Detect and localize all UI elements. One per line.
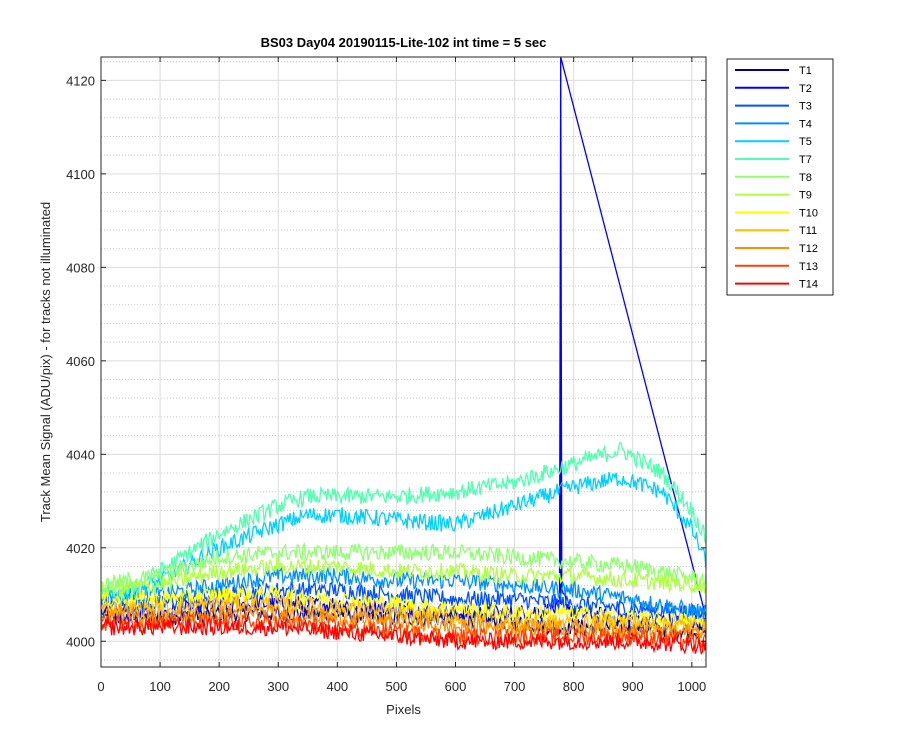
y-tick-label: 4080 <box>66 260 95 275</box>
legend-label-t14: T14 <box>799 279 818 291</box>
legend-label-t12: T12 <box>799 243 818 255</box>
x-tick-label: 300 <box>267 679 289 694</box>
y-axis-ticks: 4000 4020 4040 4060 4080 4100 4120 <box>66 73 706 649</box>
legend-label-t11: T11 <box>799 225 817 237</box>
series-line-t12 <box>101 603 706 641</box>
legend-label-t8: T8 <box>799 172 812 184</box>
legend-label-t5: T5 <box>799 136 812 148</box>
series-line-t7 <box>101 442 706 598</box>
y-tick-label: 4020 <box>66 541 95 556</box>
legend-label-t7: T7 <box>799 154 812 166</box>
legend-label-t2: T2 <box>799 83 812 95</box>
y-axis-label: Track Mean Signal (ADU/pix) - for tracks… <box>38 202 53 522</box>
x-tick-label: 400 <box>326 679 348 694</box>
chart-title: BS03 Day04 20190115-Lite-102 int time = … <box>261 35 547 50</box>
series-line-t9 <box>101 557 706 597</box>
x-axis-ticks: 0 100 200 300 400 500 600 700 800 900 1000 <box>97 57 706 694</box>
series-line-t8 <box>101 541 706 591</box>
x-tick-label: 1000 <box>677 679 706 694</box>
x-tick-label: 900 <box>622 679 644 694</box>
series-line-t5 <box>101 471 706 604</box>
legend-label-t9: T9 <box>799 190 812 202</box>
legend-label-t13: T13 <box>799 261 818 273</box>
x-axis-label: Pixels <box>386 702 421 717</box>
x-tick-label: 600 <box>445 679 467 694</box>
legend-label-t3: T3 <box>799 101 812 113</box>
legend-label-t10: T10 <box>799 207 818 219</box>
series-line-t2 <box>101 57 706 631</box>
plot-area-frame <box>100 56 707 668</box>
legend-label-t4: T4 <box>799 118 812 130</box>
series-lines <box>101 57 706 656</box>
series-line-t14 <box>101 616 706 656</box>
y-tick-label: 4000 <box>66 634 95 649</box>
y-tick-label: 4060 <box>66 354 95 369</box>
y-tick-label: 4120 <box>66 73 95 88</box>
x-tick-label: 200 <box>208 679 230 694</box>
y-tick-label: 4100 <box>66 167 95 182</box>
x-tick-label: 500 <box>386 679 408 694</box>
y-tick-label: 4040 <box>66 447 95 462</box>
x-tick-label: 700 <box>504 679 526 694</box>
x-tick-label: 100 <box>149 679 171 694</box>
series-line-t11 <box>101 594 706 637</box>
series-line-t13 <box>101 612 706 649</box>
legend-label-t1: T1 <box>799 65 812 77</box>
series-line-t4 <box>101 565 706 621</box>
series-line-t10 <box>101 585 706 631</box>
legend: T1 T2 T3 T4 T5 T7 T8 T9 T10 T11 T12 T13 T14 <box>726 58 834 296</box>
x-tick-label: 800 <box>563 679 585 694</box>
x-tick-label: 0 <box>97 679 104 694</box>
